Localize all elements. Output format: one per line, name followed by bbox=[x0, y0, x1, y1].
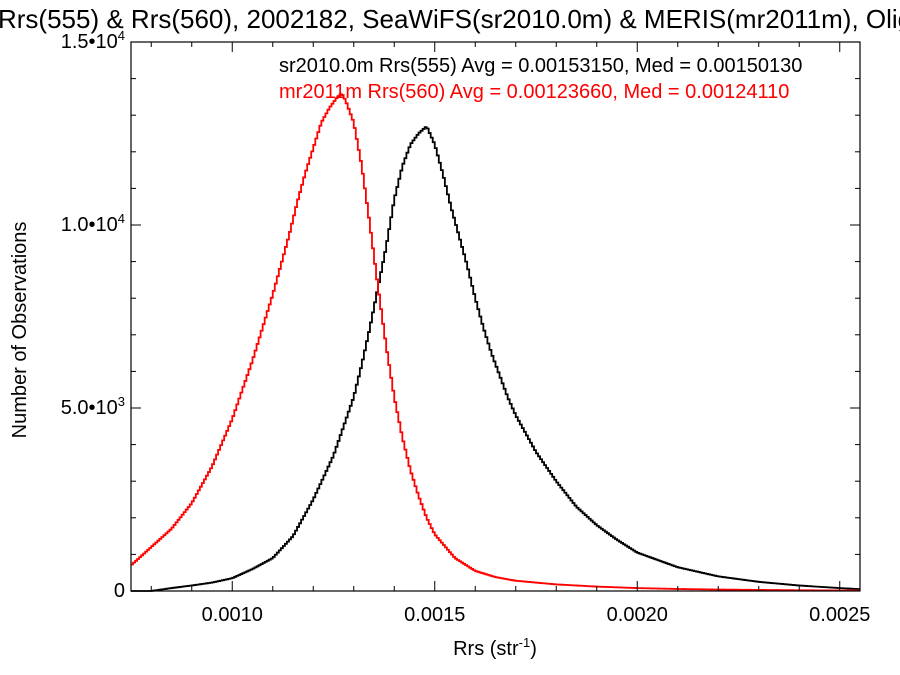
legend-entry-black-series: sr2010.0m Rrs(555) Avg = 0.00153150, Med… bbox=[279, 55, 802, 77]
x-tick-label: 0.0015 bbox=[404, 604, 465, 626]
x-axis-label: Rrs (str-1) bbox=[453, 635, 537, 660]
series-line-red bbox=[131, 93, 860, 592]
legend-entry-red-series: mr2011m Rrs(560) Avg = 0.00123660, Med =… bbox=[279, 81, 789, 103]
x-tick-label: 0.0025 bbox=[809, 604, 870, 626]
x-axis-label-end: ) bbox=[530, 638, 537, 660]
y-tick-label: 5.0•103 bbox=[61, 394, 125, 419]
x-axis-ticks: 0.0010 0.0015 0.0020 0.0025 bbox=[150, 42, 870, 626]
plot-frame bbox=[130, 41, 861, 592]
y-tick-label: 1.0•104 bbox=[61, 211, 125, 236]
x-tick-label: 0.0010 bbox=[202, 604, 263, 626]
y-axis-ticks: 0 5.0•103 1.0•104 1.5•104 bbox=[61, 28, 860, 602]
series-line-black bbox=[131, 126, 860, 592]
series-layer bbox=[131, 93, 860, 592]
y-tick-label: 0 bbox=[114, 580, 125, 602]
y-axis-label: Number of Observations bbox=[9, 222, 31, 439]
x-axis-label-superscript: -1 bbox=[519, 635, 531, 650]
x-tick-label: 0.0020 bbox=[607, 604, 668, 626]
x-axis-label-text: Rrs (str bbox=[453, 638, 519, 660]
chart-title: Rrs(555) & Rrs(560), 2002182, SeaWiFS(sr… bbox=[0, 4, 900, 34]
y-tick-label: 1.5•104 bbox=[61, 28, 125, 53]
